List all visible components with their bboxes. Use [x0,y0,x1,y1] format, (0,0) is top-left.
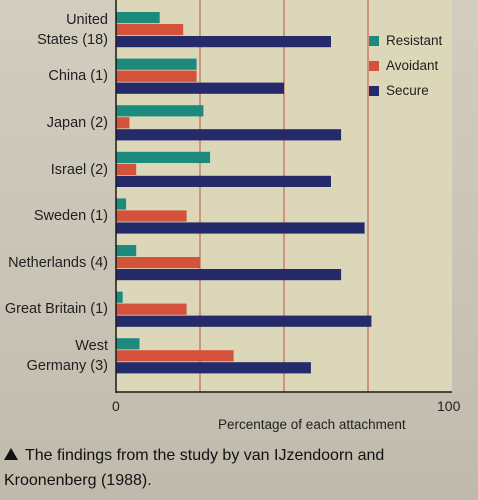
category-label-line: West [75,338,108,354]
bar-secure-5 [116,269,342,281]
category-label-line: China (1) [48,68,108,85]
bar-secure-3 [116,175,331,187]
bar-resistant-4 [116,198,127,210]
bar-avoidant-5 [116,257,200,269]
bar-secure-7 [116,362,311,374]
category-label-6: Great Britain (1) [0,299,108,319]
bar-secure-4 [116,222,365,234]
category-label-line: Sweden (1) [33,208,108,225]
legend-item-resistant: Resistant [369,28,442,53]
category-label-line: Great Britain (1) [4,301,108,318]
legend-label: Resistant [386,33,443,48]
legend-swatch [369,35,379,46]
bar-resistant-0 [116,12,160,24]
triangle-icon [4,448,18,460]
category-label-line: Israel (2) [50,161,108,178]
category-label-line: Netherlands (4) [8,254,108,271]
category-label-line: Germany (3) [26,358,108,374]
bar-avoidant-1 [116,70,197,82]
bar-secure-1 [116,82,284,94]
bar-avoidant-2 [116,117,130,129]
bar-secure-2 [116,129,342,141]
category-label-line: United [66,11,108,28]
bar-resistant-1 [116,58,197,70]
bar-secure-6 [116,315,372,327]
category-label-0: United States (18) [0,10,108,50]
bar-resistant-5 [116,245,137,257]
bar-resistant-2 [116,105,204,117]
x-tick-100: 100 [437,398,461,414]
legend-label: Secure [386,83,429,98]
bar-avoidant-4 [116,210,187,222]
legend-label: Avoidant [386,58,439,73]
bar-avoidant-6 [116,303,187,315]
category-label-line: Japan (2) [46,115,108,131]
legend-item-avoidant: Avoidant [369,53,442,78]
bar-resistant-7 [116,338,140,350]
bar-avoidant-0 [116,24,184,36]
bar-avoidant-7 [116,350,234,362]
bar-secure-0 [116,36,331,48]
category-label-5: Netherlands (4) [0,253,108,273]
bar-avoidant-3 [116,163,137,175]
legend-swatch [369,85,379,96]
category-label-7: West Germany (3) [0,336,108,376]
figure-caption: The findings from the study by van IJzen… [4,443,474,493]
legend-swatch [369,60,379,71]
category-label-3: Israel (2) [0,160,108,180]
legend: Resistant Avoidant Secure [369,28,442,103]
x-tick-0: 0 [112,398,120,414]
x-axis-label: Percentage of each attachment [218,417,406,432]
category-label-2: Japan (2) [0,113,108,133]
category-label-line: States (18) [37,31,108,48]
legend-item-secure: Secure [369,78,442,103]
bar-resistant-6 [116,291,123,303]
bar-resistant-3 [116,151,211,163]
category-label-4: Sweden (1) [0,206,108,226]
category-label-1: China (1) [0,66,108,86]
caption-text: The findings from the study by van IJzen… [4,447,385,489]
